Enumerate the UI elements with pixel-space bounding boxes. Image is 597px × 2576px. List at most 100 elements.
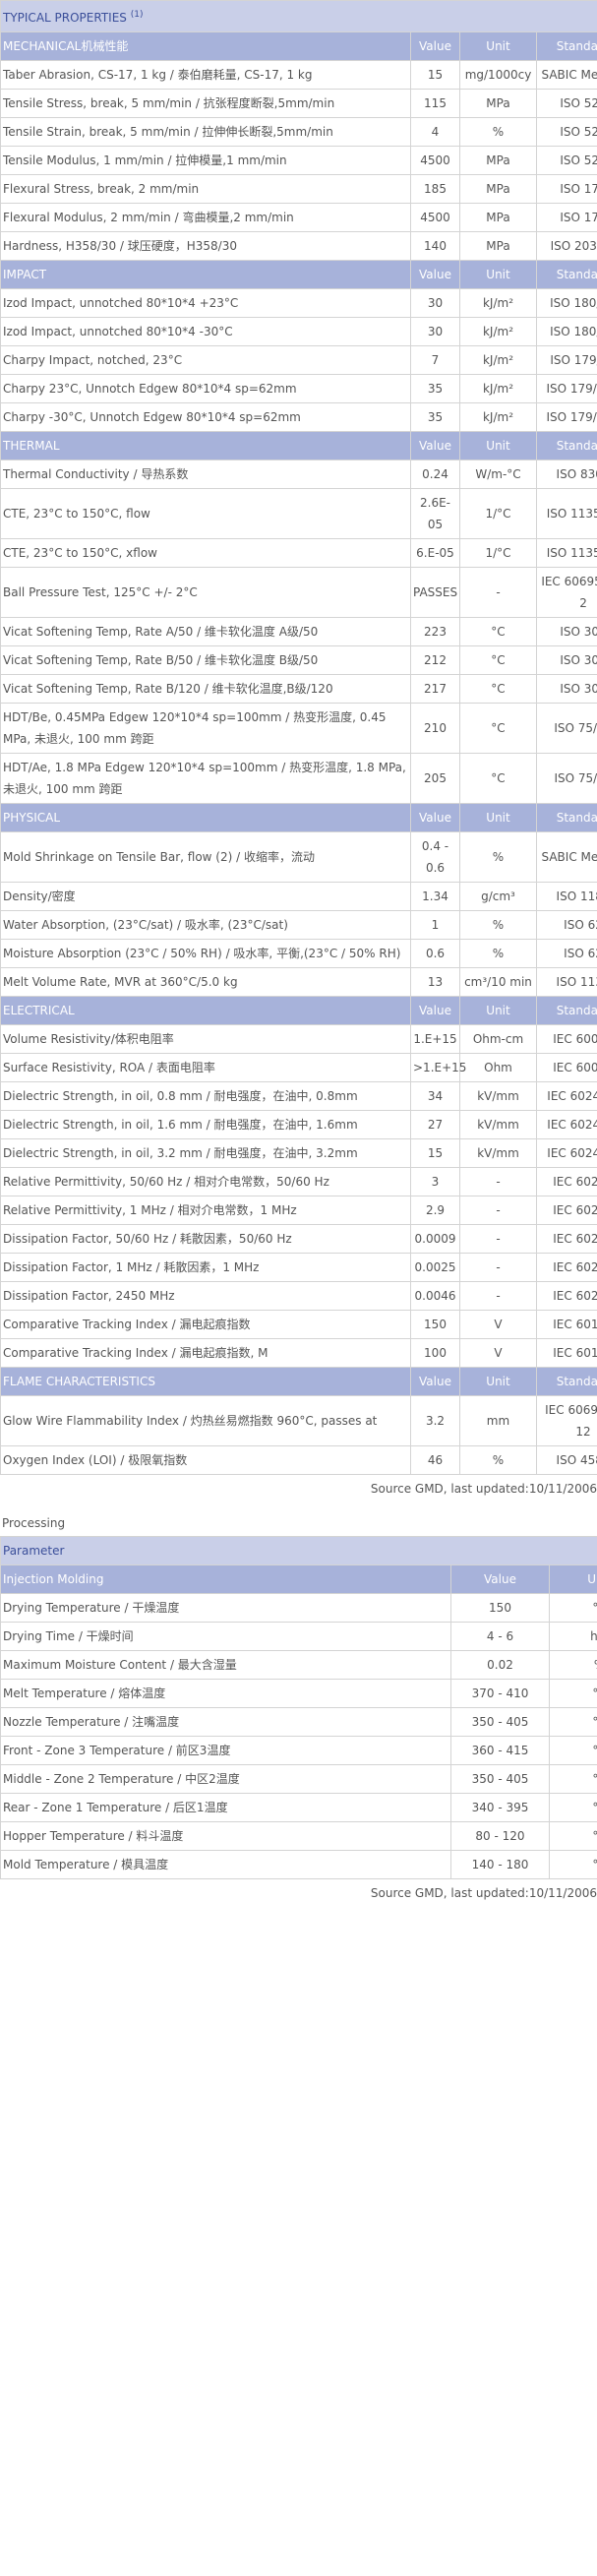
property-unit: MPa (459, 203, 537, 232)
property-unit: °C (459, 645, 537, 675)
column-header: Value (410, 996, 460, 1025)
property-standard: IEC 60695-2-12 (535, 1395, 597, 1446)
property-value: 212 (410, 645, 460, 675)
parameter-name: Nozzle Temperature / 注嘴温度 (0, 1707, 451, 1737)
property-unit: °C (459, 753, 537, 804)
property-value: 4500 (410, 203, 460, 232)
parameter-row: Front - Zone 3 Temperature / 前区3温度 360 - … (0, 1736, 597, 1765)
parameter-value: 4 - 6 (450, 1622, 550, 1651)
property-row: Dissipation Factor, 2450 MHz 0.0046- IEC 6… (0, 1281, 597, 1311)
title-text: TYPICAL PROPERTIES (3, 11, 127, 25)
property-standard: IEC 60250 (535, 1253, 597, 1282)
column-header: Standard (535, 31, 597, 61)
property-standard: ISO 306 (535, 617, 597, 646)
parameter-unit: °C (548, 1793, 597, 1822)
property-standard: ISO 178 (535, 203, 597, 232)
property-value: 13 (410, 967, 460, 997)
column-header: Standard (535, 803, 597, 832)
parameter-unit: °C (548, 1850, 597, 1879)
column-header: Value (410, 1367, 460, 1396)
property-value: 0.4 - 0.6 (410, 831, 460, 883)
column-header: Value (450, 1564, 550, 1594)
property-row: Moisture Absorption (23°C / 50% RH) / 吸水… (0, 939, 597, 968)
property-name: Dissipation Factor, 50/60 Hz / 耗散因素，50/6… (0, 1224, 411, 1254)
property-row: Flexural Modulus, 2 mm/min / 弯曲模量,2 mm/m… (0, 203, 597, 232)
property-value: 205 (410, 753, 460, 804)
property-value: 7 (410, 345, 460, 375)
parameter-name: Mold Temperature / 模具温度 (0, 1850, 451, 1879)
property-row: Thermal Conductivity / 导热系数 0.24 W/m-°C ISO… (0, 460, 597, 489)
property-name: Charpy -30°C, Unnotch Edgew 80*10*4 sp=6… (0, 402, 411, 432)
parameter-value: 360 - 415 (450, 1736, 550, 1765)
parameter-value: 80 - 120 (450, 1821, 550, 1851)
property-name: CTE, 23°C to 150°C, flow (0, 488, 411, 539)
section-name: IMPACT (0, 260, 411, 289)
property-row: Charpy 23°C, Unnotch Edgew 80*10*4 sp=62… (0, 374, 597, 403)
property-name: Taber Abrasion, CS-17, 1 kg / 泰伯磨耗量, CS-… (0, 60, 411, 90)
property-value: 15 (410, 60, 460, 90)
property-name: Thermal Conductivity / 导热系数 (0, 460, 411, 489)
property-name: Relative Permittivity, 1 MHz / 相对介电常数，1 … (0, 1196, 411, 1225)
parameter-unit: °C (548, 1679, 597, 1708)
property-row: Dielectric Strength, in oil, 3.2 mm / 耐电… (0, 1138, 597, 1168)
property-unit: Ohm-cm (459, 1024, 537, 1054)
property-value: 30 (410, 317, 460, 346)
property-standard: ISO 178 (535, 174, 597, 204)
property-standard: ISO 306 (535, 645, 597, 675)
property-name: Dielectric Strength, in oil, 0.8 mm / 耐电… (0, 1081, 411, 1111)
property-name: Vicat Softening Temp, Rate A/50 / 维卡软化温度… (0, 617, 411, 646)
property-standard: IEC 60112 (535, 1310, 597, 1339)
property-unit: V (459, 1310, 537, 1339)
column-header: Value (410, 803, 460, 832)
property-name: Dissipation Factor, 1 MHz / 耗散因素，1 MHz (0, 1253, 411, 1282)
property-unit: MPa (459, 231, 537, 261)
property-value: 46 (410, 1445, 460, 1475)
property-value: 35 (410, 402, 460, 432)
property-row: Surface Resistivity, ROA / 表面电阻率 >1.E+15 O… (0, 1053, 597, 1082)
property-name: Tensile Modulus, 1 mm/min / 拉伸模量,1 mm/mi… (0, 146, 411, 175)
property-row: Flexural Stress, break, 2 mm/min 185 MPa IS… (0, 174, 597, 204)
property-unit: 1/°C (459, 538, 537, 568)
property-unit: kV/mm (459, 1110, 537, 1139)
property-name: Volume Resistivity/体积电阻率 (0, 1024, 411, 1054)
parameter-value: 370 - 410 (450, 1679, 550, 1708)
property-row: Charpy Impact, notched, 23°C 7 kJ/m² ISO 17… (0, 345, 597, 375)
property-value: 185 (410, 174, 460, 204)
parameter-row: Rear - Zone 1 Temperature / 后区1温度 340 - 3… (0, 1793, 597, 1822)
property-unit: W/m-°C (459, 460, 537, 489)
property-name: Vicat Softening Temp, Rate B/120 / 维卡软化温… (0, 674, 411, 704)
property-standard: IEC 60243-1 (535, 1138, 597, 1168)
property-value: 150 (410, 1310, 460, 1339)
property-row: Izod Impact, unnotched 80*10*4 -30°C 30 kJ… (0, 317, 597, 346)
property-unit: °C (459, 674, 537, 704)
property-name: Mold Shrinkage on Tensile Bar, flow (2) … (0, 831, 411, 883)
property-name: HDT/Be, 0.45MPa Edgew 120*10*4 sp=100mm … (0, 703, 411, 754)
property-standard: IEC 60093 (535, 1053, 597, 1082)
property-unit: - (459, 1253, 537, 1282)
property-value: 0.24 (410, 460, 460, 489)
property-unit: g/cm³ (459, 882, 537, 911)
property-unit: % (459, 117, 537, 147)
property-standard: SABIC Method (535, 831, 597, 883)
property-name: Dielectric Strength, in oil, 3.2 mm / 耐电… (0, 1138, 411, 1168)
parameter-value: 350 - 405 (450, 1764, 550, 1794)
parameter-name: Drying Time / 干燥时间 (0, 1622, 451, 1651)
property-unit: % (459, 1445, 537, 1475)
property-value: 1 (410, 910, 460, 940)
property-value: 30 (410, 288, 460, 318)
property-name: Ball Pressure Test, 125°C +/- 2°C (0, 567, 411, 618)
property-unit: Ohm (459, 1053, 537, 1082)
property-value: 0.0009 (410, 1224, 460, 1254)
parameter-unit: °C (548, 1764, 597, 1794)
property-row: Dielectric Strength, in oil, 0.8 mm / 耐电… (0, 1081, 597, 1111)
parameter-value: 0.02 (450, 1650, 550, 1680)
property-standard: ISO 2039-1 (535, 231, 597, 261)
property-standard: ISO 1183 (535, 882, 597, 911)
section-header: THERMALValueUnitStandard (0, 431, 597, 460)
